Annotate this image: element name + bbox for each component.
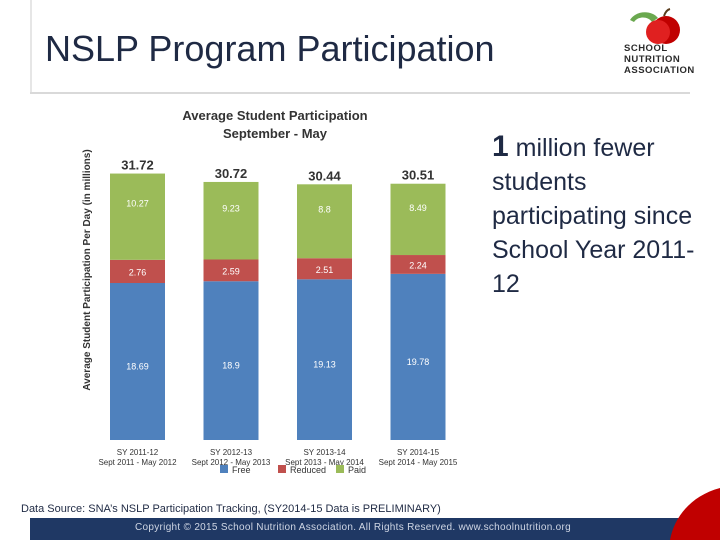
- legend-label-reduced: Reduced: [290, 465, 326, 475]
- data-label-total-1: 31.72: [121, 158, 154, 173]
- legend-swatch-reduced: [278, 465, 286, 473]
- bar-paid-1: [110, 173, 165, 260]
- data-label-total-3: 30.44: [308, 168, 341, 183]
- data-label-free-2: 18.9: [222, 361, 240, 371]
- logo-line-1: SCHOOL: [624, 43, 668, 54]
- bar-paid-4: [390, 183, 446, 256]
- corner-apple-icon: [670, 488, 720, 540]
- legend-swatch-free: [220, 465, 228, 473]
- data-label-paid-3: 8.8: [318, 204, 331, 214]
- sna-logo: SCHOOL NUTRITION ASSOCIATION: [616, 6, 716, 80]
- bar-free-2: [203, 281, 259, 440]
- page-title: NSLP Program Participation: [45, 28, 495, 69]
- chart-legend: Free Reduced Paid: [220, 465, 366, 475]
- logo-line-3: ASSOCIATION: [624, 65, 695, 76]
- legend-label-free: Free: [232, 465, 251, 475]
- logo-wordmark: SCHOOL NUTRITION ASSOCIATION: [624, 43, 716, 76]
- title-divider-vertical: [30, 0, 32, 92]
- callout-text: 1 million fewer students participating s…: [492, 130, 712, 301]
- chart-y-axis-label: Average Student Participation Per Day (i…: [82, 149, 93, 390]
- chart-title: Average Student Participation: [182, 108, 367, 123]
- data-label-reduced-2: 2.59: [222, 266, 240, 276]
- data-label-paid-2: 9.23: [222, 203, 240, 213]
- data-label-free-1: 18.69: [126, 361, 149, 371]
- participation-chart: Average Student Participation September …: [82, 108, 458, 475]
- footer-bar: [30, 518, 690, 540]
- footer-copyright: Copyright © 2015 School Nutrition Associ…: [135, 522, 571, 533]
- x-tick-label-4: SY 2014-15: [397, 448, 440, 457]
- logo-line-2: NUTRITION: [624, 54, 681, 65]
- data-label-free-4: 19.78: [407, 357, 430, 367]
- x-tick-label-2: SY 2012-13: [210, 448, 253, 457]
- bar-reduced-3: [297, 258, 352, 280]
- chart-subtitle: September - May: [223, 126, 328, 141]
- x-tick-sublabel-1: Sept 2011 - May 2012: [98, 458, 177, 467]
- x-tick-sublabel-3: Sept 2013 - May 2014: [285, 458, 364, 467]
- title-divider: [30, 92, 690, 94]
- legend-swatch-paid: [336, 465, 344, 473]
- x-tick-label-3: SY 2013-14: [303, 448, 346, 457]
- data-label-total-2: 30.72: [215, 166, 248, 181]
- bar-paid-2: [203, 181, 259, 260]
- bar-free-1: [110, 283, 165, 440]
- data-label-reduced-4: 2.24: [409, 260, 427, 270]
- bar-reduced-2: [203, 259, 259, 282]
- data-label-reduced-1: 2.76: [129, 267, 147, 277]
- bar-free-3: [297, 279, 352, 440]
- bar-reduced-4: [390, 255, 446, 274]
- x-tick-sublabel-2: Sept 2012 - May 2013: [192, 458, 271, 467]
- data-label-reduced-3: 2.51: [316, 265, 334, 275]
- bar-free-4: [390, 273, 446, 440]
- chart-bars: 18.69 2.76 10.27 31.72 18.9 2.59 9.23 30.72 19.1…: [110, 158, 446, 440]
- data-source-note: Data Source: SNA’s NSLP Participation Tr…: [21, 503, 441, 515]
- data-label-paid-4: 8.49: [409, 203, 427, 213]
- callout-highlight-number: 1: [492, 130, 509, 163]
- data-label-paid-1: 10.27: [126, 198, 149, 208]
- data-label-free-3: 19.13: [313, 360, 336, 370]
- apple-icon: [630, 8, 680, 44]
- bar-paid-3: [297, 184, 352, 259]
- legend-label-paid: Paid: [348, 465, 366, 475]
- bar-reduced-1: [110, 259, 165, 284]
- x-tick-label-1: SY 2011-12: [117, 448, 159, 457]
- data-label-total-4: 30.51: [402, 168, 435, 183]
- x-tick-sublabel-4: Sept 2014 - May 2015: [379, 458, 458, 467]
- callout-message: million fewer students participating sin…: [492, 134, 695, 298]
